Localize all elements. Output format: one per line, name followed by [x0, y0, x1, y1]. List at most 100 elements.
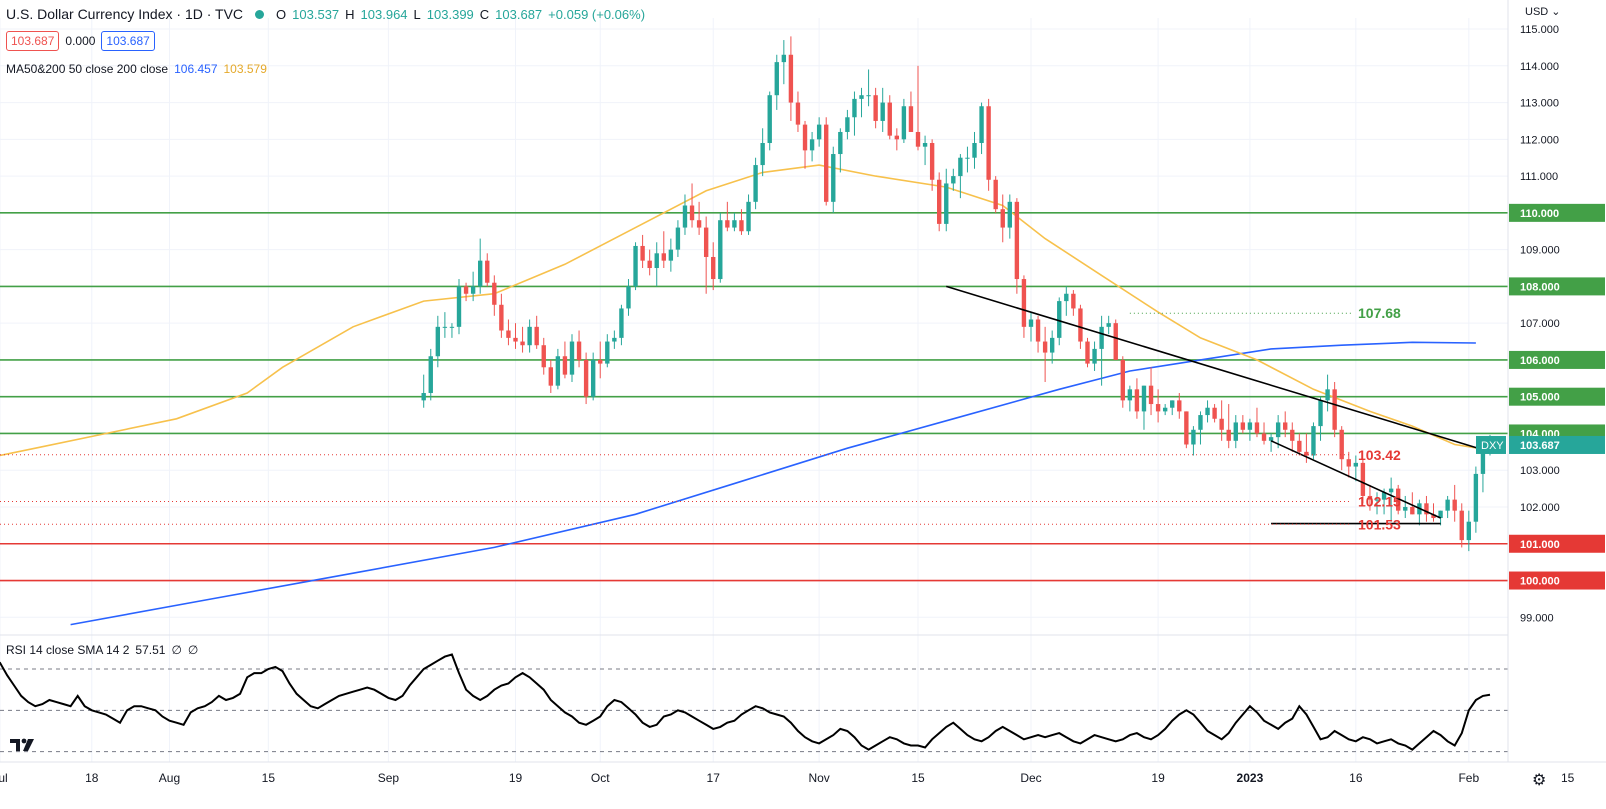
- candle-body: [1085, 341, 1090, 364]
- candle-body: [1014, 201, 1020, 280]
- time-tick-label: Nov: [808, 771, 829, 785]
- candle-body: [802, 124, 808, 151]
- price-level-tag: [1509, 571, 1605, 590]
- candle-body: [746, 201, 751, 232]
- symbol-title[interactable]: U.S. Dollar Currency Index · 1D · TVC: [6, 6, 244, 22]
- candle-body: [711, 256, 716, 280]
- last-price-label: 103.687: [1520, 440, 1560, 452]
- candle-body: [880, 102, 885, 121]
- time-tick-label: Oct: [591, 771, 610, 785]
- buy-button[interactable]: 103.687: [101, 31, 155, 51]
- candle-body: [831, 154, 836, 202]
- ohlc-open: 103.537: [292, 6, 340, 22]
- candle-body: [1339, 429, 1344, 460]
- time-tick-label: Jul: [0, 771, 8, 785]
- ohlc-high: 103.964: [360, 6, 408, 22]
- rsi-legend[interactable]: RSI 14 close SMA 14 2 57.51 ∅ ∅: [6, 643, 198, 657]
- candle-body: [718, 220, 723, 280]
- rsi-line: [0, 653, 1491, 751]
- moving-averages: [0, 164, 1484, 626]
- candle-body: [824, 124, 829, 202]
- trendline: [946, 285, 1491, 453]
- annotation-label: 107.68: [1358, 305, 1401, 321]
- candle-body: [944, 183, 949, 224]
- price-tick-label: 115.000: [1520, 24, 1559, 36]
- candles: [421, 36, 1493, 552]
- candle-body: [739, 220, 744, 232]
- price-level-tag: [1509, 277, 1605, 296]
- price-level-tag: [1509, 534, 1605, 553]
- candle-body: [1268, 437, 1274, 441]
- price-tick-label: 111.000: [1520, 171, 1558, 183]
- spread-value: 0.000: [65, 34, 96, 48]
- candle-body: [478, 260, 483, 287]
- candle-body: [1155, 404, 1161, 412]
- candle-body: [1353, 462, 1359, 467]
- candle-body: [576, 341, 582, 360]
- currency-menu[interactable]: USD ⌄: [1525, 5, 1561, 18]
- candle-body: [972, 143, 977, 158]
- candle-body: [619, 308, 624, 338]
- candle-body: [1099, 326, 1104, 349]
- candle-body: [1035, 319, 1041, 342]
- trendlines: [946, 285, 1491, 525]
- settings-gear-icon[interactable]: ⚙: [1532, 772, 1547, 789]
- candle-body: [760, 143, 765, 166]
- level-annotations: 107.68 103.42 102.15 101.53: [0, 305, 1401, 532]
- price-level-tag-label: 105.000: [1520, 392, 1560, 404]
- ma-legend-label: MA50&200 50 close 200 close: [6, 62, 169, 76]
- price-level-tag-label: 100.000: [1520, 576, 1560, 588]
- candle-body: [555, 356, 561, 386]
- candle-body: [569, 341, 575, 375]
- candle-body: [1219, 418, 1224, 430]
- candle-body: [626, 286, 631, 309]
- candle-body: [1388, 488, 1394, 493]
- symbol-tag: [1476, 435, 1506, 454]
- candle-body: [859, 95, 864, 99]
- symbol-tag-label: DXY: [1481, 440, 1504, 452]
- candle-body: [767, 95, 772, 144]
- candle-body: [774, 62, 779, 96]
- price-level-tag-label: 106.000: [1520, 355, 1560, 367]
- candle-body: [937, 179, 942, 224]
- market-status-icon: [255, 9, 265, 19]
- rsi-legend-label: RSI 14 close SMA 14 2: [6, 643, 130, 657]
- price-level-tag-label: 110.000: [1520, 208, 1559, 220]
- time-tick-label: Sep: [378, 771, 400, 785]
- candle-body: [583, 359, 589, 397]
- annotation-label: 102.15: [1358, 493, 1401, 509]
- price-level-tag-label: 101.000: [1520, 539, 1560, 551]
- candle-body: [1396, 488, 1401, 511]
- candle-body: [1325, 389, 1330, 401]
- candle-body: [1311, 426, 1316, 456]
- ohlc-change: +0.059 (+0.06%): [548, 6, 646, 22]
- candle-body: [1431, 514, 1436, 519]
- candle-body: [725, 220, 730, 228]
- candle-body: [753, 165, 758, 202]
- candle-body: [506, 330, 511, 338]
- candle-body: [1021, 279, 1027, 327]
- candle-body: [1113, 323, 1118, 360]
- price-level-tag-label: 108.000: [1520, 281, 1560, 293]
- ma-legend[interactable]: MA50&200 50 close 200 close 106.457 103.…: [6, 62, 267, 76]
- sell-button[interactable]: 103.687: [6, 31, 60, 51]
- candle-body: [1445, 499, 1450, 511]
- time-tick-label: 2023: [1237, 771, 1264, 785]
- candle-body: [922, 143, 928, 147]
- candle-body: [689, 205, 695, 221]
- candle-body: [788, 54, 794, 103]
- candle-body: [1141, 385, 1147, 412]
- candle-body: [1480, 451, 1486, 474]
- candle-body: [1106, 323, 1111, 327]
- candle-body: [838, 131, 843, 155]
- candle-body: [520, 341, 525, 346]
- tradingview-logo-icon[interactable]: [8, 735, 38, 753]
- candle-body: [1078, 308, 1083, 342]
- time-tick-label: 19: [1151, 771, 1165, 785]
- candle-body: [929, 143, 935, 180]
- candle-body: [965, 157, 970, 159]
- price-tick-label: 109.000: [1520, 245, 1560, 257]
- candle-body: [1212, 407, 1217, 419]
- candle-body: [421, 393, 426, 401]
